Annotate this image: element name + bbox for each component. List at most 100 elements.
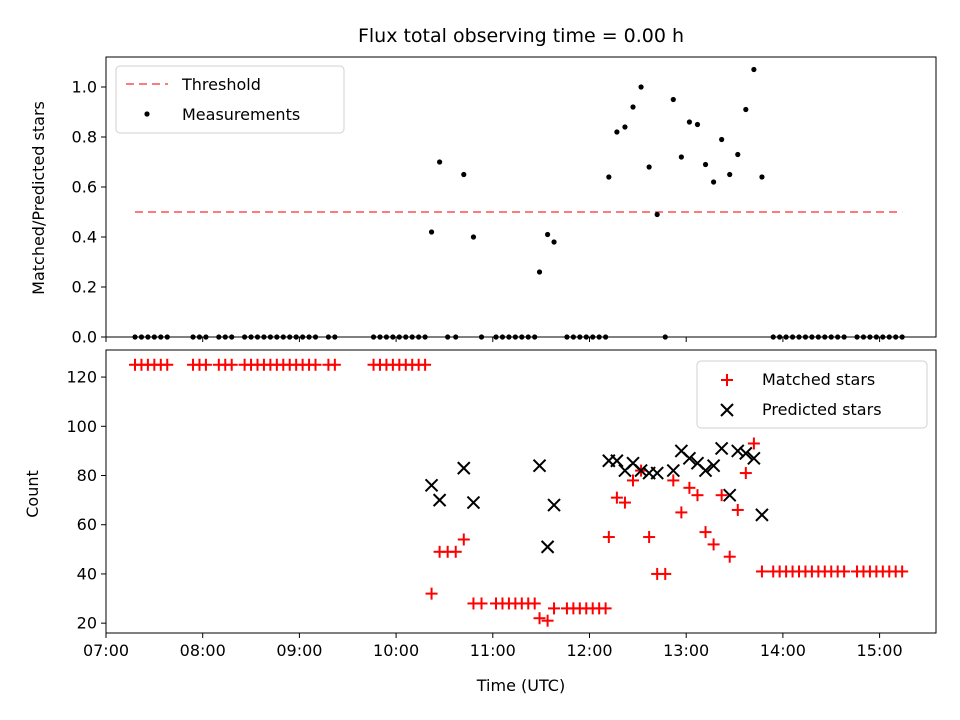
y-tick-label: 60 bbox=[77, 515, 97, 534]
x-tick-label: 12:00 bbox=[566, 641, 612, 660]
data-point-matched-stars bbox=[747, 437, 760, 450]
data-point-measurements bbox=[630, 104, 636, 110]
data-point-matched-stars bbox=[548, 602, 561, 615]
data-point-predicted-stars bbox=[698, 463, 713, 478]
data-point-predicted-stars bbox=[714, 441, 729, 456]
data-point-matched-stars bbox=[602, 531, 615, 544]
data-point-matched-stars bbox=[541, 614, 554, 627]
data-point-measurements bbox=[536, 269, 543, 275]
x-tick-label: 07:00 bbox=[83, 641, 129, 660]
y-tick-label: 0.4 bbox=[72, 228, 97, 247]
data-point-predicted-stars bbox=[739, 446, 753, 461]
data-point-predicted-stars bbox=[547, 498, 561, 512]
data-point-matched-stars bbox=[599, 602, 612, 615]
data-point-measurements bbox=[670, 96, 676, 103]
data-point-measurements bbox=[461, 171, 467, 178]
data-point-matched-stars bbox=[755, 565, 768, 578]
data-point-matched-stars bbox=[618, 496, 631, 509]
data-point-matched-stars bbox=[328, 358, 341, 371]
top-axis-ticks: 0.0 0.2 0.4 0.6 0.8 1.0 bbox=[72, 78, 881, 347]
data-point-measurements bbox=[710, 179, 717, 185]
y-tick-label: 100 bbox=[66, 417, 97, 436]
data-point-measurements bbox=[654, 211, 660, 218]
legend-matched-swatch bbox=[721, 374, 733, 386]
data-point-measurements bbox=[686, 119, 693, 125]
y-tick-label: 0.2 bbox=[72, 278, 97, 297]
data-point-matched-stars bbox=[309, 358, 322, 371]
data-point-predicted-stars bbox=[755, 508, 769, 522]
data-point-matched-stars bbox=[627, 474, 640, 487]
data-point-predicted-stars bbox=[457, 461, 471, 475]
data-point-matched-stars bbox=[419, 358, 432, 371]
legend-measurements-label: Measurements bbox=[182, 105, 300, 124]
x-tick-label: 14:00 bbox=[760, 641, 806, 660]
data-point-predicted-stars bbox=[634, 463, 648, 478]
data-point-matched-stars bbox=[199, 358, 212, 371]
data-point-predicted-stars bbox=[747, 451, 761, 465]
data-point-measurements bbox=[646, 164, 652, 170]
x-tick-label: 15:00 bbox=[857, 641, 903, 660]
data-point-measurements bbox=[759, 174, 765, 180]
data-point-matched-stars bbox=[528, 597, 541, 610]
bottom-legend: Matched stars Predicted stars bbox=[696, 360, 928, 429]
data-point-measurements bbox=[743, 106, 749, 113]
bottom-plot-frame bbox=[105, 349, 937, 634]
data-point-matched-stars bbox=[691, 489, 704, 502]
data-point-matched-stars bbox=[739, 467, 752, 480]
data-point-predicted-stars bbox=[540, 540, 555, 554]
legend-predicted-label: Predicted stars bbox=[762, 400, 882, 419]
data-point-predicted-stars bbox=[424, 478, 439, 493]
data-point-matched-stars bbox=[667, 474, 680, 487]
data-point-measurements bbox=[727, 171, 733, 178]
data-point-matched-stars bbox=[225, 358, 238, 371]
bottom-plot-marks bbox=[129, 358, 909, 627]
data-point-matched-stars bbox=[896, 565, 909, 578]
top-plot-frame bbox=[105, 56, 937, 338]
data-point-matched-stars bbox=[675, 506, 688, 519]
data-point-predicted-stars bbox=[432, 493, 447, 507]
data-point-matched-stars bbox=[731, 503, 744, 516]
y-tick-label: 0.6 bbox=[72, 178, 97, 197]
data-point-matched-stars bbox=[449, 545, 462, 558]
top-y-axis-label: Matched/Predicted stars bbox=[29, 101, 48, 295]
bottom-x-axis-label: Time (UTC) bbox=[476, 676, 565, 695]
data-point-matched-stars bbox=[161, 358, 174, 371]
x-tick-label: 11:00 bbox=[470, 641, 516, 660]
data-point-measurements bbox=[751, 66, 757, 73]
data-point-matched-stars bbox=[533, 612, 546, 625]
data-point-measurements bbox=[428, 229, 435, 235]
data-point-measurements bbox=[622, 124, 628, 130]
data-point-measurements bbox=[470, 234, 477, 240]
x-tick-label: 10:00 bbox=[373, 641, 419, 660]
data-point-matched-stars bbox=[707, 538, 720, 551]
data-point-measurements bbox=[694, 121, 701, 128]
data-point-matched-stars bbox=[838, 565, 851, 578]
data-point-measurements bbox=[606, 174, 612, 180]
data-point-predicted-stars bbox=[610, 454, 624, 468]
bottom-legend-box bbox=[696, 360, 928, 429]
data-point-matched-stars bbox=[475, 597, 488, 610]
x-tick-label: 13:00 bbox=[663, 641, 709, 660]
data-point-measurements bbox=[437, 159, 443, 165]
data-point-measurements bbox=[551, 239, 557, 245]
top-legend: Threshold Measurements bbox=[115, 65, 345, 134]
top-chart-title: Flux total observing time = 0.00 h bbox=[358, 25, 684, 47]
x-tick-label: 09:00 bbox=[276, 641, 322, 660]
legend-threshold-label: Threshold bbox=[181, 75, 261, 94]
y-tick-label: 40 bbox=[77, 564, 97, 583]
top-legend-box bbox=[115, 65, 345, 134]
data-point-measurements bbox=[544, 231, 551, 238]
data-point-predicted-stars bbox=[650, 466, 664, 480]
y-tick-label: 20 bbox=[77, 614, 97, 633]
data-point-predicted-stars bbox=[532, 458, 547, 473]
data-point-matched-stars bbox=[643, 531, 656, 544]
bottom-y-axis-label: Count bbox=[23, 470, 42, 518]
data-point-matched-stars bbox=[457, 533, 470, 546]
data-point-matched-stars bbox=[723, 550, 736, 563]
data-point-predicted-stars bbox=[666, 463, 681, 478]
data-point-measurements bbox=[678, 154, 684, 160]
legend-measurements-swatch bbox=[144, 111, 150, 117]
data-point-matched-stars bbox=[683, 481, 696, 494]
data-point-predicted-stars bbox=[466, 495, 481, 510]
